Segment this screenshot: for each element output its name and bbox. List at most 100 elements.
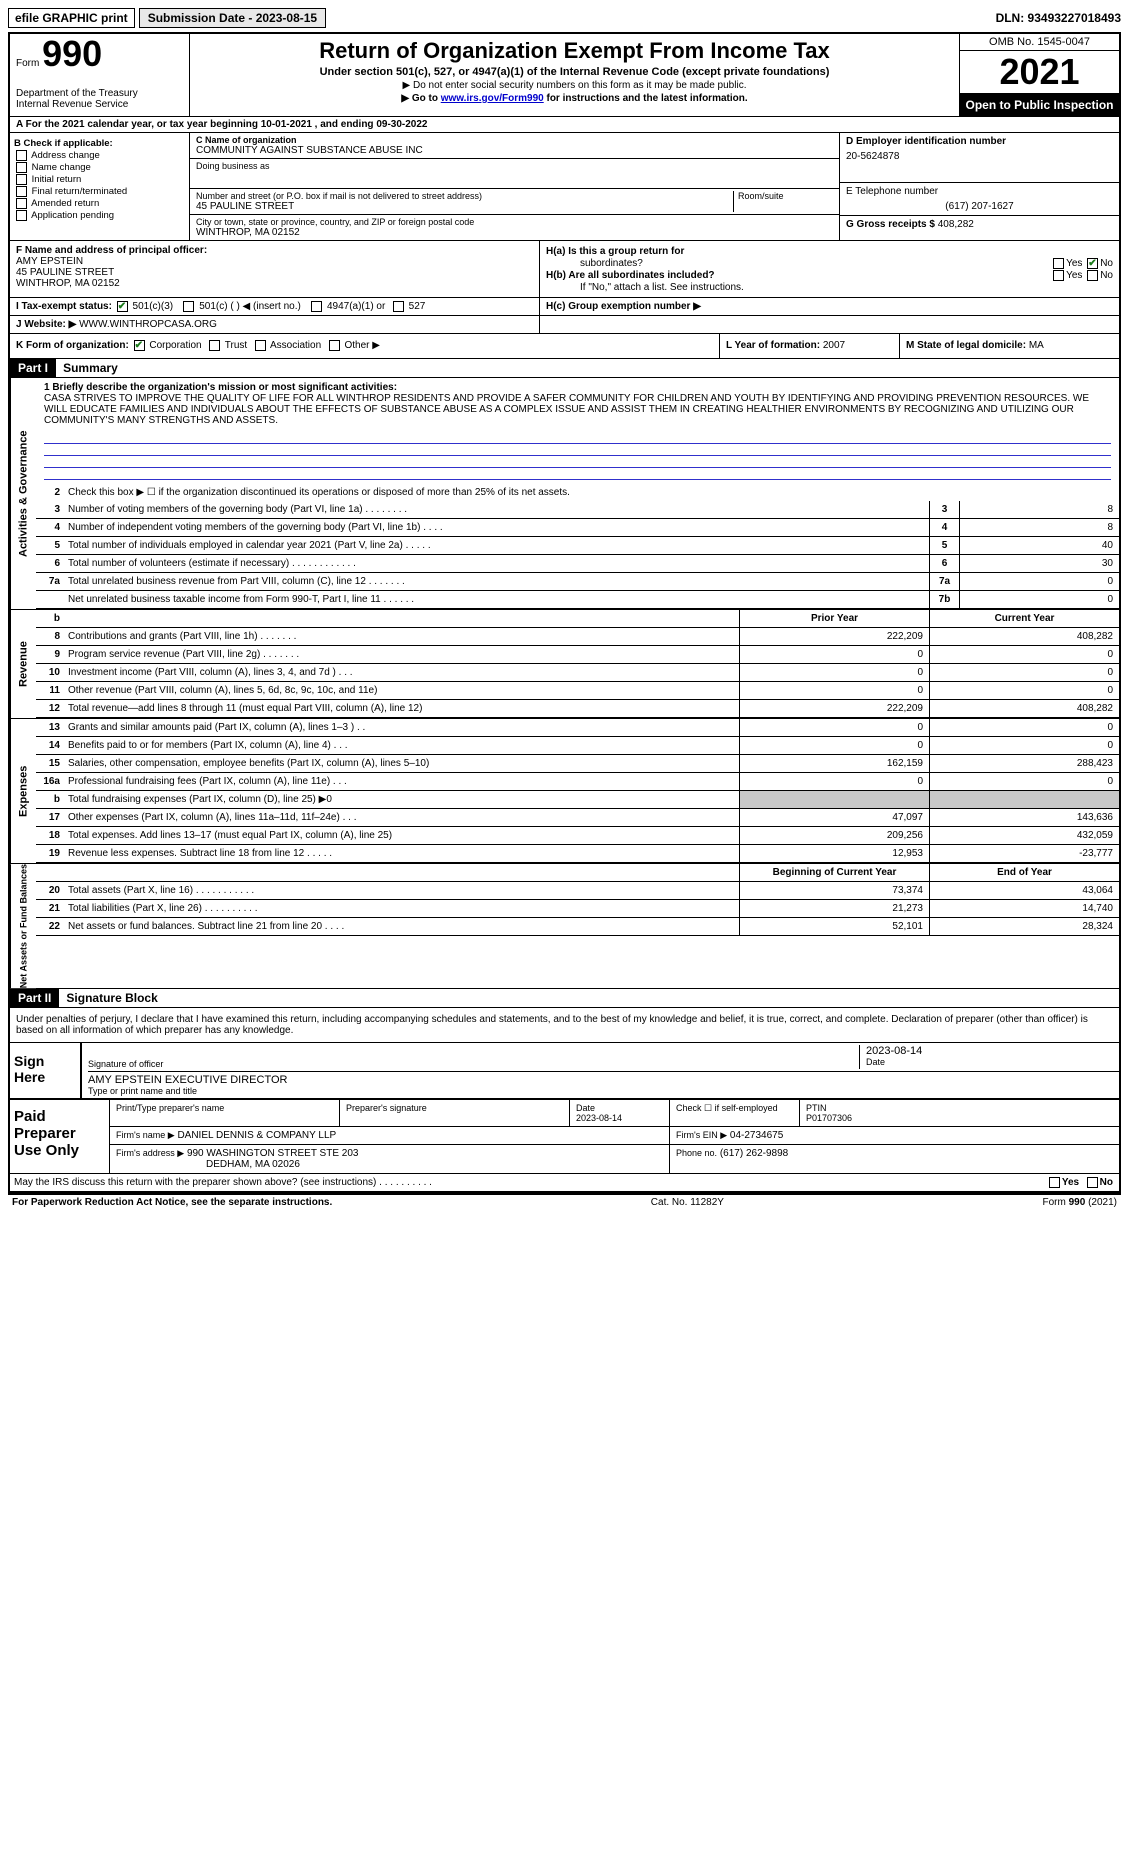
gov-line: 4Number of independent voting members of… [36, 519, 1119, 537]
activities-section: Activities & Governance 1 Briefly descri… [10, 378, 1119, 609]
part2-header: Part II Signature Block [10, 988, 1119, 1008]
sign-here-label: Sign Here [10, 1043, 80, 1098]
city-cell: City or town, state or province, country… [190, 215, 839, 240]
preparer-label: Paid Preparer Use Only [10, 1100, 110, 1173]
gov-line: 7aTotal unrelated business revenue from … [36, 573, 1119, 591]
chk-501c[interactable] [183, 301, 194, 312]
header-right: OMB No. 1545-0047 2021 Open to Public In… [959, 34, 1119, 116]
sig-name-row: AMY EPSTEIN EXECUTIVE DIRECTOR Type or p… [88, 1072, 1119, 1098]
blue-rule [44, 468, 1111, 480]
expense-line: 19Revenue less expenses. Subtract line 1… [36, 845, 1119, 863]
room-label: Room/suite [733, 191, 833, 212]
expenses-tab: Expenses [10, 719, 36, 863]
footer-right: Form 990 (2021) [1043, 1197, 1117, 1208]
expense-line: 13Grants and similar amounts paid (Part … [36, 719, 1119, 737]
gov-line: 6Total number of volunteers (estimate if… [36, 555, 1119, 573]
row-j: J Website: ▶ WWW.WINTHROPCASA.ORG [10, 316, 1119, 334]
chk-initial[interactable]: Initial return [14, 174, 185, 185]
curr-year-hdr: Current Year [929, 610, 1119, 627]
omb-number: OMB No. 1545-0047 [960, 34, 1119, 51]
city-value: WINTHROP, MA 02152 [196, 227, 833, 238]
hc-cell: H(c) Group exemption number ▶ [540, 298, 1119, 315]
gross-label: G Gross receipts $ [846, 219, 935, 230]
ha-yes[interactable] [1053, 258, 1064, 269]
col-c: C Name of organization COMMUNITY AGAINST… [190, 133, 839, 240]
netasset-line: 22Net assets or fund balances. Subtract … [36, 918, 1119, 936]
ein-label: D Employer identification number [846, 136, 1113, 147]
form-subtitle: Under section 501(c), 527, or 4947(a)(1)… [198, 66, 951, 78]
row-i: I Tax-exempt status: 501(c)(3) 501(c) ( … [10, 298, 1119, 316]
chk-name[interactable]: Name change [14, 162, 185, 173]
street-cell: Number and street (or P.O. box if mail i… [190, 189, 839, 215]
blue-rule [44, 456, 1111, 468]
ha-no[interactable] [1087, 258, 1098, 269]
gov-line: 3Number of voting members of the governi… [36, 501, 1119, 519]
firm-addr-cell: Firm's address ▶ 990 WASHINGTON STREET S… [110, 1145, 670, 1173]
website-value: WWW.WINTHROPCASA.ORG [79, 319, 217, 330]
dba-label: Doing business as [196, 161, 270, 186]
prep-row1: Print/Type preparer's name Preparer's si… [110, 1100, 1119, 1127]
netasset-line: 21Total liabilities (Part X, line 26) . … [36, 900, 1119, 918]
sig-name-value: AMY EPSTEIN EXECUTIVE DIRECTOR [88, 1074, 1119, 1086]
submission-date-button[interactable]: Submission Date - 2023-08-15 [139, 8, 326, 28]
chk-assoc[interactable] [255, 340, 266, 351]
phone-cell: E Telephone number (617) 207-1627 [840, 183, 1119, 216]
sig-officer-row: Signature of officer 2023-08-14 Date [88, 1043, 1119, 1072]
street-value: 45 PAULINE STREET [196, 201, 733, 212]
officer-city: WINTHROP, MA 02152 [16, 278, 533, 289]
hb-label: H(b) Are all subordinates included? [546, 270, 715, 281]
part2-title: Signature Block [62, 989, 161, 1007]
chk-527[interactable] [393, 301, 404, 312]
gov-line: Net unrelated business taxable income fr… [36, 591, 1119, 609]
footer: For Paperwork Reduction Act Notice, see … [8, 1194, 1121, 1210]
chk-trust[interactable] [209, 340, 220, 351]
revenue-section: Revenue b Prior Year Current Year 8Contr… [10, 609, 1119, 718]
prep-selfemp-cell: Check ☐ if self-employed [670, 1100, 800, 1126]
revenue-line: 8Contributions and grants (Part VIII, li… [36, 628, 1119, 646]
tax-year: 2021 [960, 51, 1119, 94]
revenue-line: 9Program service revenue (Part VIII, lin… [36, 646, 1119, 664]
chk-4947[interactable] [311, 301, 322, 312]
part1-title: Summary [59, 359, 122, 377]
form-number: 990 [42, 33, 102, 74]
blue-rule [44, 444, 1111, 456]
prep-name-hdr: Print/Type preparer's name [110, 1100, 340, 1126]
org-name: COMMUNITY AGAINST SUBSTANCE ABUSE INC [196, 145, 833, 156]
mission-block: 1 Briefly describe the organization's mi… [36, 378, 1119, 484]
hb-no[interactable] [1087, 270, 1098, 281]
prep-sig-hdr: Preparer's signature [340, 1100, 570, 1126]
chk-pending[interactable]: Application pending [14, 210, 185, 221]
discuss-row: May the IRS discuss this return with the… [10, 1173, 1119, 1192]
header-left: Form 990 Department of the Treasury Inte… [10, 34, 190, 116]
officer-name: AMY EPSTEIN [16, 256, 533, 267]
hb-yes[interactable] [1053, 270, 1064, 281]
chk-address[interactable]: Address change [14, 150, 185, 161]
expenses-section: Expenses 13Grants and similar amounts pa… [10, 718, 1119, 863]
street-label: Number and street (or P.O. box if mail i… [196, 191, 733, 201]
form-header: Form 990 Department of the Treasury Inte… [10, 34, 1119, 117]
firm-phone-cell: Phone no. (617) 262-9898 [670, 1145, 1119, 1173]
expense-line: 16aProfessional fundraising fees (Part I… [36, 773, 1119, 791]
chk-corp[interactable] [134, 340, 145, 351]
revenue-line: 12Total revenue—add lines 8 through 11 (… [36, 700, 1119, 718]
efile-button[interactable]: efile GRAPHIC print [8, 8, 135, 28]
netassets-header-row: Beginning of Current Year End of Year [36, 864, 1119, 882]
chk-501c3[interactable] [117, 301, 128, 312]
discuss-yes[interactable] [1049, 1177, 1060, 1188]
discuss-no[interactable] [1087, 1177, 1098, 1188]
firm-ein-cell: Firm's EIN ▶ 04-2734675 [670, 1127, 1119, 1144]
city-label: City or town, state or province, country… [196, 217, 833, 227]
chk-amended[interactable]: Amended return [14, 198, 185, 209]
irs-link[interactable]: www.irs.gov/Form990 [441, 93, 544, 104]
netassets-tab: Net Assets or Fund Balances [10, 864, 36, 988]
revenue-header-row: b Prior Year Current Year [36, 610, 1119, 628]
chk-other[interactable] [329, 340, 340, 351]
line1-label: 1 Briefly describe the organization's mi… [44, 382, 1111, 393]
col-b-checkboxes: B Check if applicable: Address change Na… [10, 133, 190, 240]
chk-final[interactable]: Final return/terminated [14, 186, 185, 197]
beg-year-hdr: Beginning of Current Year [739, 864, 929, 881]
discuss-text: May the IRS discuss this return with the… [10, 1174, 959, 1191]
officer-street: 45 PAULINE STREET [16, 267, 533, 278]
phone-value: (617) 207-1627 [846, 201, 1113, 212]
prior-year-hdr: Prior Year [739, 610, 929, 627]
